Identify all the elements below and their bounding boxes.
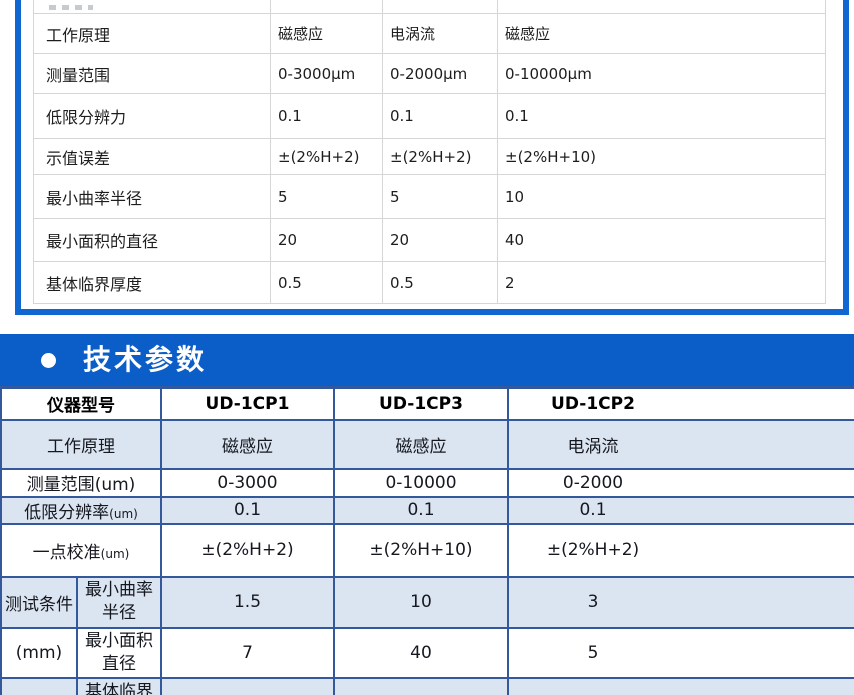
section-title: 技术参数 [83,343,208,376]
spec-label-cell: 低限分辨力 [33,93,271,139]
clipped-table-row [33,0,826,14]
spec-label-cell: 最小曲率半径 [33,174,271,219]
param-value-cell: 0.1 [507,495,854,525]
param-value-cell: ±(2%H+2) [507,522,854,578]
sub-label-cell: 最小曲率半径 [76,575,162,629]
param-label: 低限分辨率 [24,502,110,523]
param-value-cell [160,676,335,695]
sub-label-cell: 最小面积直径 [76,626,162,679]
param-row: 测试条件 最小曲率半径 1.5 10 3 [0,575,854,629]
top-spec-table: 工作原理 磁感应 电涡流 磁感应 测量范围 0-3000μm 0-2000μm 0-10000… [33,0,826,304]
group-label-cell [0,676,78,695]
group-label-cell: 测试条件 [0,575,78,629]
param-value-cell: 0.1 [333,495,509,525]
model-name-cell: UD-1CP3 [333,386,509,421]
param-row: 工作原理 磁感应 磁感应 电涡流 [0,418,854,470]
clipped-text-sliver [49,4,93,10]
spec-value-cell: 0-2000μm [382,53,498,94]
param-value-cell [507,676,854,695]
param-label-cell: 测量范围(um) [0,467,162,498]
param-value-cell: 5 [507,626,854,679]
model-header-cell: 仪器型号 [0,386,162,421]
spec-value-cell: 5 [382,174,498,219]
param-value-cell: ±(2%H+2) [160,522,335,578]
spec-row: 示值误差 ±(2%H+2) ±(2%H+2) ±(2%H+10) [33,138,826,175]
section-banner: 技术参数 [0,334,854,386]
param-value-cell: 0.1 [160,495,335,525]
spec-row: 低限分辨力 0.1 0.1 0.1 [33,93,826,139]
bullet-icon [41,352,56,368]
spec-label-cell: 工作原理 [33,13,271,54]
spec-value-cell: 0.1 [382,93,498,139]
clipped-label-cell [33,0,271,14]
param-value-cell: ±(2%H+10) [333,522,509,578]
spec-value-cell: 5 [270,174,383,219]
spec-row: 最小曲率半径 5 5 10 [33,174,826,219]
param-value-cell: 10 [333,575,509,629]
param-value-cell: 3 [507,575,854,629]
spec-label-cell: 示值误差 [33,138,271,175]
spec-value-cell: 电涡流 [382,13,498,54]
spec-value-cell: 40 [497,218,826,262]
spec-value-cell: 0.1 [497,93,826,139]
param-label-cell: 工作原理 [0,418,162,470]
spec-value-cell: ±(2%H+2) [382,138,498,175]
spec-row: 工作原理 磁感应 电涡流 磁感应 [33,13,826,54]
spec-value-cell: 0.1 [270,93,383,139]
param-row: 基体临界厚度 [0,676,854,695]
model-name-cell: UD-1CP1 [160,386,335,421]
param-value-cell: 磁感应 [333,418,509,470]
param-value-cell [333,676,509,695]
spec-value-cell: 0.5 [382,261,498,304]
spec-row: 最小面积的直径 20 20 40 [33,218,826,262]
param-value-cell: 0-2000 [507,467,854,498]
spec-row: 测量范围 0-3000μm 0-2000μm 0-10000μm [33,53,826,94]
spec-value-cell: 0-10000μm [497,53,826,94]
tech-params-table: 仪器型号 UD-1CP1 UD-1CP3 UD-1CP2 工作原理 磁感应 磁感应电… [0,386,854,695]
param-value-cell: 7 [160,626,335,679]
spec-value-cell: 2 [497,261,826,304]
model-name-cell: UD-1CP2 [507,386,854,421]
spec-value-cell: 磁感应 [270,13,383,54]
sub-label-cell: 基体临界厚度 [76,676,162,695]
param-label-unit: (um) [109,506,138,521]
spec-value-cell: 20 [382,218,498,262]
spec-label-cell: 最小面积的直径 [33,218,271,262]
spec-row: 基体临界厚度 0.5 0.5 2 [33,261,826,304]
param-row: (mm) 最小面积直径 7 40 5 [0,626,854,679]
param-label-cell: 一点校准(um) [0,522,162,578]
spec-value-cell: ±(2%H+10) [497,138,826,175]
param-row: 一点校准(um) ±(2%H+2) ±(2%H+10) ±(2%H+2) [0,522,854,578]
spec-label-cell: 基体临界厚度 [33,261,271,304]
param-label-unit: (um) [94,475,136,495]
param-label: 测量范围 [26,475,95,495]
spec-value-cell: ±(2%H+2) [270,138,383,175]
spec-value-cell: 0.5 [270,261,383,304]
param-label-cell: 低限分辨率(um) [0,495,162,525]
param-label: 工作原理 [47,436,115,457]
spec-value-cell: 0-3000μm [270,53,383,94]
param-value-cell: 1.5 [160,575,335,629]
param-value-cell: 0-3000 [160,467,335,498]
spec-value-cell: 20 [270,218,383,262]
param-label: 一点校准 [32,542,101,563]
group-label-cell: (mm) [0,626,78,679]
param-value-cell: 0-10000 [333,467,509,498]
param-row: 测量范围(um) 0-3000 0-10000 0-2000 [0,467,854,498]
param-row: 低限分辨率(um) 0.1 0.1 0.1 [0,495,854,525]
spec-value-cell: 10 [497,174,826,219]
param-value-cell: 磁感应 [160,418,335,470]
tech-table-header-row: 仪器型号 UD-1CP1 UD-1CP3 UD-1CP2 [0,386,854,421]
param-value-cell: 电涡流 [507,418,854,470]
spec-value-cell: 磁感应 [497,13,826,54]
spec-label-cell: 测量范围 [33,53,271,94]
param-label-unit: (um) [100,546,130,561]
param-value-cell: 40 [333,626,509,679]
